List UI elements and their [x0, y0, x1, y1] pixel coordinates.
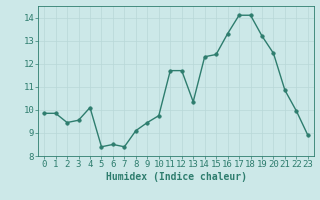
X-axis label: Humidex (Indice chaleur): Humidex (Indice chaleur)	[106, 172, 246, 182]
